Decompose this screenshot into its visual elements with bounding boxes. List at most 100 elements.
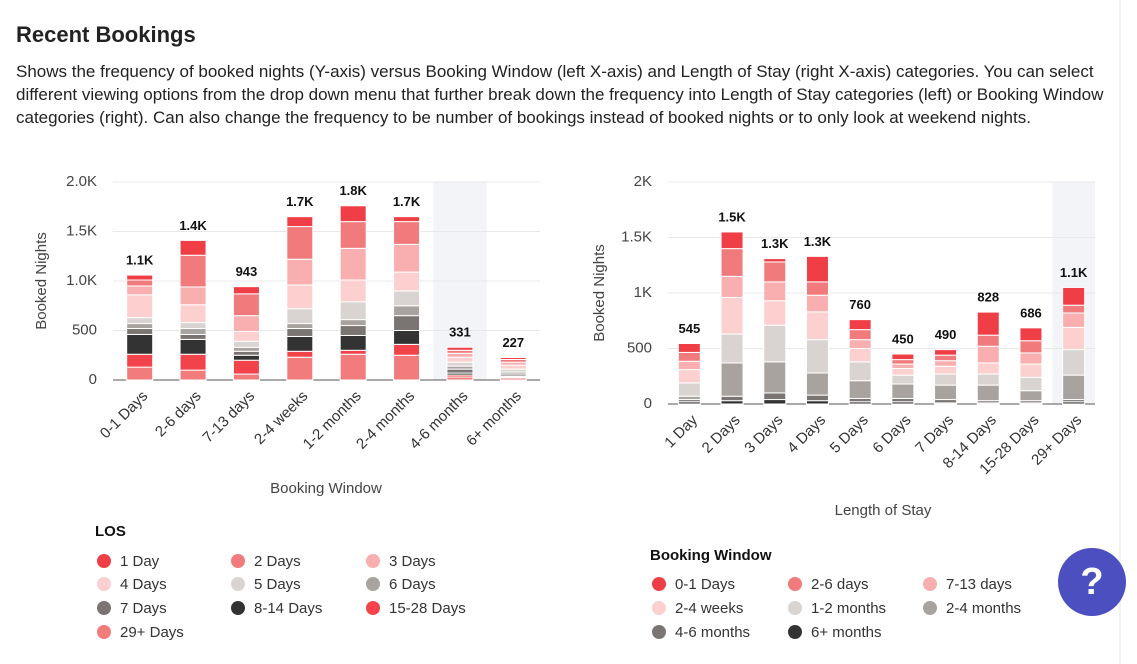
bar-segment — [179, 322, 207, 330]
bar-segment — [339, 325, 367, 336]
bar-segment — [446, 361, 474, 367]
bar-segment — [446, 356, 474, 363]
bar-segment — [339, 279, 367, 303]
bar-segment — [286, 216, 314, 228]
bar-segment — [848, 339, 872, 349]
legend-swatch — [97, 577, 111, 591]
bar-segment — [393, 271, 421, 292]
bar-segment — [286, 335, 314, 352]
legend-label: 29+ Days — [120, 624, 184, 641]
bar-segment — [232, 350, 260, 356]
total-label: 1.4K — [179, 218, 207, 233]
total-label: 943 — [236, 264, 258, 279]
bar-segment — [393, 315, 421, 331]
legend-label: 15-28 Days — [389, 600, 466, 617]
total-label: 227 — [502, 335, 524, 350]
bar-segment — [232, 330, 260, 342]
total-label: 545 — [678, 321, 700, 336]
bar-segment — [286, 308, 314, 325]
bar-segment — [446, 346, 474, 351]
bar-segment — [339, 205, 367, 223]
bar-segment — [126, 285, 154, 296]
bar-segment — [677, 360, 701, 371]
legend-swatch — [788, 577, 802, 591]
bar-segment — [805, 394, 829, 402]
bar-segment — [1019, 376, 1043, 392]
total-label: 331 — [449, 325, 471, 340]
bar-segment — [763, 324, 787, 363]
total-label: 490 — [935, 327, 957, 342]
total-label: 1.5K — [718, 209, 746, 224]
bar-segment — [1019, 390, 1043, 402]
total-label: 1.7K — [286, 194, 314, 209]
bar-segment — [286, 328, 314, 337]
bar-segment — [286, 284, 314, 310]
legend-swatch — [97, 554, 111, 568]
legend-label: 6+ months — [811, 624, 881, 641]
bar-segment — [805, 372, 829, 396]
total-label: 1.7K — [393, 194, 421, 209]
bar-segment — [393, 221, 421, 245]
bar-segment — [805, 281, 829, 296]
total-label: 1.8K — [339, 183, 367, 198]
legend-swatch — [97, 601, 111, 615]
x-tick-label: 4-6 months — [406, 388, 471, 453]
y-tick-label: 500 — [627, 339, 652, 356]
y-tick-label: 1.5K — [66, 222, 97, 239]
bar-segment — [848, 319, 872, 331]
bar-segment — [339, 319, 367, 327]
legend-label: 8-14 Days — [254, 600, 322, 617]
bar-segment — [1062, 349, 1086, 376]
legend-swatch — [923, 601, 937, 615]
legend-swatch — [652, 577, 666, 591]
x-tick-label: 0-1 Days — [97, 388, 151, 442]
bar-segment — [339, 247, 367, 281]
legend-label: 1-2 months — [811, 600, 886, 617]
bar-segment — [848, 380, 872, 399]
legend-label: 7 Days — [120, 600, 167, 617]
legend-swatch — [652, 625, 666, 639]
legend-label: 7-13 days — [946, 576, 1012, 593]
bar-segment — [1019, 340, 1043, 354]
bar-segment — [763, 361, 787, 394]
total-label: 760 — [849, 297, 871, 312]
bar-segment — [891, 383, 915, 399]
bar-segment — [934, 365, 958, 375]
legend-swatch — [231, 577, 245, 591]
bar-segment — [179, 369, 207, 381]
x-tick-label: 2-6 days — [152, 388, 205, 441]
bar-segment — [126, 366, 154, 381]
bar-segment — [976, 311, 1000, 336]
bar-segment — [286, 258, 314, 286]
bar-segment — [126, 279, 154, 287]
help-button[interactable] — [1058, 548, 1126, 616]
y-axis-label: Booked Nights — [33, 232, 50, 330]
bar-segment — [232, 315, 260, 332]
bar-segment — [677, 382, 701, 397]
bar-segment — [339, 301, 367, 321]
total-label: 1.3K — [804, 234, 832, 249]
bar-segment — [286, 226, 314, 260]
legend-label: 4-6 months — [675, 624, 750, 641]
x-axis-label: Length of Stay — [835, 502, 932, 519]
legend-swatch — [231, 601, 245, 615]
bar-segment — [720, 275, 744, 298]
bar-segment — [393, 305, 421, 317]
bar-segment — [891, 363, 915, 369]
bar-segment — [934, 384, 958, 401]
bar-segment — [232, 354, 260, 361]
bar-segment — [126, 294, 154, 319]
bar-segment — [339, 334, 367, 351]
bar-segment — [126, 328, 154, 335]
legend-label: 2-6 days — [811, 576, 869, 593]
y-tick-label: 1.5K — [621, 228, 652, 245]
bar-segment — [1019, 352, 1043, 365]
bar-segment — [179, 239, 207, 256]
help-icon[interactable]: ? — [1080, 561, 1103, 603]
bar-segment — [499, 364, 527, 370]
bar-segment — [763, 281, 787, 302]
legend-swatch — [366, 577, 380, 591]
bar-segment — [232, 293, 260, 317]
bar-segment — [805, 255, 829, 283]
